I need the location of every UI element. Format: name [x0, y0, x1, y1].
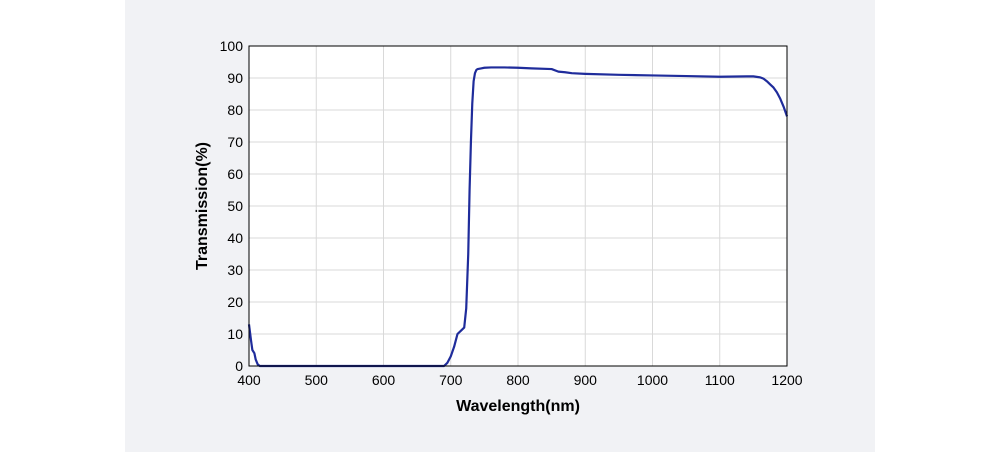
y-tick-label: 90 — [227, 70, 243, 86]
x-tick-label: 700 — [439, 372, 463, 388]
x-tick-label: 400 — [237, 372, 261, 388]
y-tick-label: 80 — [227, 102, 243, 118]
y-axis-title: Transmission(%) — [194, 142, 211, 270]
x-tick-label: 800 — [506, 372, 530, 388]
y-tick-label: 100 — [220, 38, 244, 54]
y-tick-label: 20 — [227, 294, 243, 310]
y-axis-ticks: 0 10 20 30 40 50 60 70 80 90 100 — [220, 38, 244, 374]
y-tick-label: 60 — [227, 166, 243, 182]
plot-frame — [248, 45, 788, 367]
x-axis-title: Wavelength(nm) — [456, 398, 580, 415]
x-tick-label: 500 — [305, 372, 329, 388]
x-tick-label: 1000 — [637, 372, 668, 388]
y-tick-label: 40 — [227, 230, 243, 246]
y-tick-label: 70 — [227, 134, 243, 150]
x-tick-label: 600 — [372, 372, 396, 388]
x-tick-label: 1200 — [771, 372, 802, 388]
y-tick-label: 0 — [235, 358, 243, 374]
y-tick-label: 50 — [227, 198, 243, 214]
x-tick-label: 900 — [574, 372, 598, 388]
x-tick-label: 1100 — [705, 372, 735, 388]
y-tick-label: 30 — [227, 262, 243, 278]
y-tick-label: 10 — [227, 326, 243, 342]
x-axis-ticks: 400 500 600 700 800 900 1000 1100 1200 — [237, 372, 802, 388]
grid — [248, 45, 788, 367]
